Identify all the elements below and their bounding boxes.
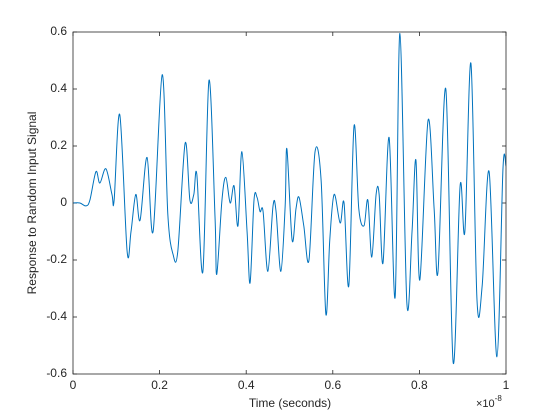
x-tick-label: 0.6 [324,378,341,392]
y-tick-label: -0.6 [46,366,67,380]
y-tick-label: -0.4 [46,309,67,323]
y-tick-label: 0.4 [50,81,67,95]
y-axis-label: Response to Random Input Signal [25,112,39,295]
y-tick-label: 0.6 [50,24,67,38]
y-tick-label: 0.2 [50,138,67,152]
x-tick-label: 1 [503,378,510,392]
x-tick-label: 0 [70,378,77,392]
x-multiplier-exponent: -8 [495,394,503,403]
x-tick-label: 0.2 [151,378,168,392]
x-tick-label: 0.4 [238,378,255,392]
axes-frame [72,31,507,375]
x-axis-label: Time (seconds) [249,396,331,410]
line [73,32,506,364]
x-multiplier: ×10-8 [476,394,502,410]
x-tick-label: 0.8 [411,378,428,392]
x-multiplier-base: ×10 [476,398,495,410]
y-tick-label: 0 [60,195,67,209]
y-tick-label: -0.2 [46,252,67,266]
